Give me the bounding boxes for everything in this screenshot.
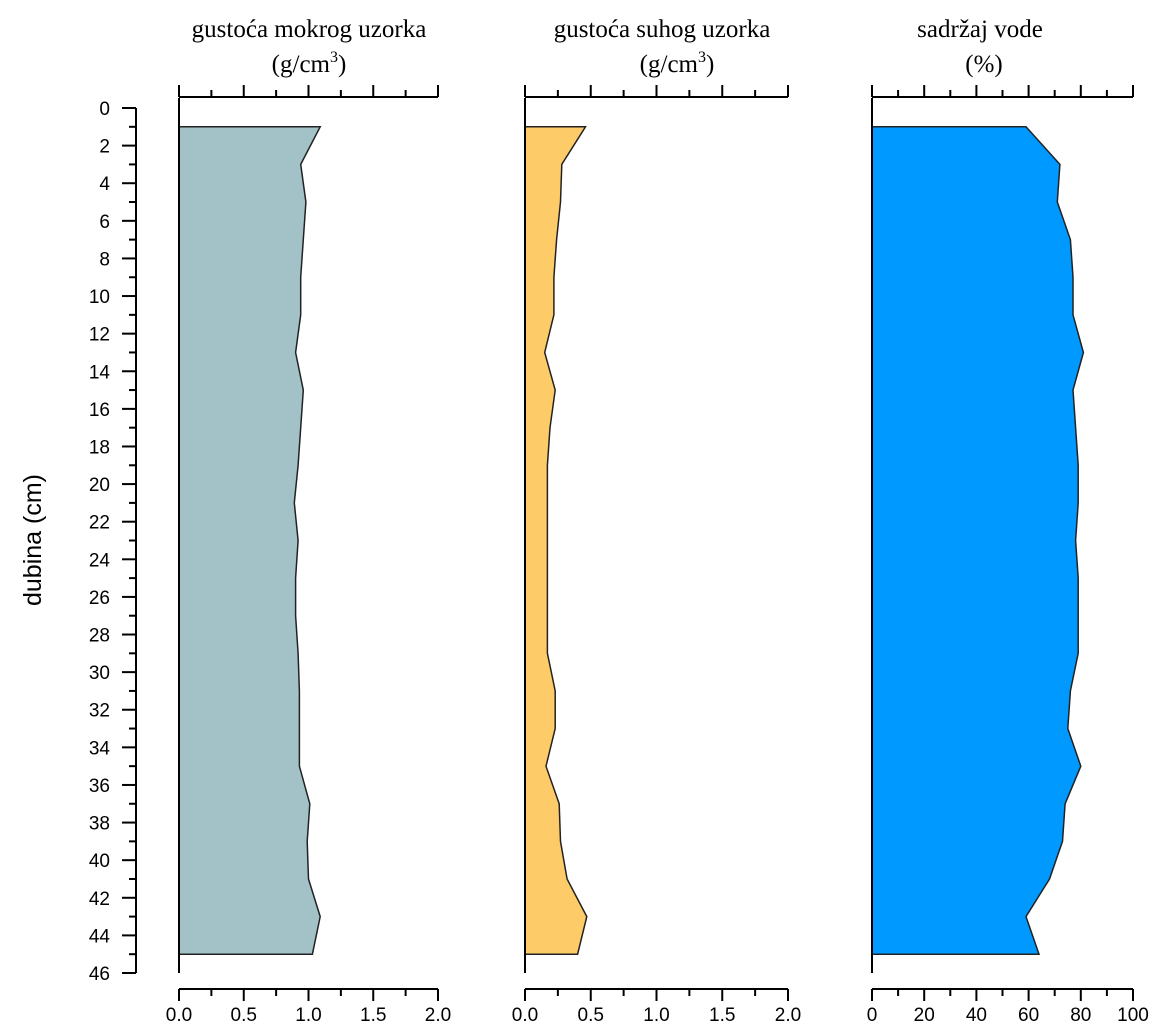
y-tick-label: 28 — [89, 626, 110, 647]
y-tick-label: 44 — [89, 926, 111, 947]
y-tick-label: 36 — [89, 776, 110, 797]
y-tick-label: 10 — [89, 287, 110, 308]
y-tick-label: 46 — [89, 964, 110, 985]
panel-title-line1: sadržaj vode — [917, 16, 1043, 43]
x-tick-label: 0.5 — [231, 1005, 257, 1026]
x-tick-label: 0 — [867, 1005, 878, 1026]
x-tick-label: 60 — [1018, 1005, 1039, 1026]
x-tick-label: 2.0 — [775, 1005, 801, 1026]
panel-title-line2: (g/cm3) — [640, 49, 715, 78]
depth-axis: 0246810121416182022242628303234363840424… — [89, 99, 137, 985]
y-tick-label: 30 — [89, 663, 110, 684]
panel-title-line2: (%) — [965, 51, 1002, 78]
y-tick-label: 4 — [99, 174, 110, 195]
y-tick-label: 24 — [89, 550, 111, 571]
y-tick-label: 14 — [89, 362, 111, 383]
y-tick-label: 2 — [99, 137, 110, 158]
x-tick-label: 2.0 — [425, 1005, 451, 1026]
y-tick-label: 18 — [89, 437, 110, 458]
y-tick-label: 8 — [99, 249, 110, 270]
y-axis-label: dubina (cm) — [19, 474, 47, 606]
x-tick-label: 1.5 — [709, 1005, 735, 1026]
panel-title-line1: gustoća mokrog uzorka — [192, 16, 427, 43]
panel-water-content: sadržaj vode (%) 0 20 40 60 80 100 — [867, 16, 1149, 1026]
y-tick-label: 40 — [89, 851, 110, 872]
y-tick-label: 42 — [89, 889, 110, 910]
y-tick-label: 38 — [89, 814, 110, 835]
x-tick-label: 80 — [1070, 1005, 1091, 1026]
profile-area — [871, 126, 1085, 955]
y-tick-label: 34 — [89, 738, 111, 759]
y-tick-label: 0 — [99, 99, 110, 120]
panel-wet-density: gustoća mokrog uzorka (g/cm3) 0.0 0.5 1.0 1… — [166, 16, 451, 1026]
y-tick-label: 22 — [89, 513, 110, 534]
profile-area — [178, 126, 322, 955]
x-tick-label: 0.0 — [512, 1005, 538, 1026]
y-tick-label: 6 — [99, 212, 110, 233]
x-tick-label: 1.0 — [295, 1005, 321, 1026]
x-tick-label: 1.0 — [643, 1005, 669, 1026]
y-tick-label: 26 — [89, 588, 110, 609]
y-tick-label: 20 — [89, 475, 110, 496]
x-tick-label: 100 — [1117, 1005, 1149, 1026]
profile-area — [524, 126, 588, 955]
y-tick-label: 32 — [89, 701, 110, 722]
panel-dry-density: gustoća suhog uzorka (g/cm3) 0.0 0.5 1.0 1.… — [512, 16, 801, 1026]
x-tick-label: 20 — [914, 1005, 935, 1026]
x-tick-label: 0.5 — [578, 1005, 604, 1026]
x-tick-label: 40 — [966, 1005, 987, 1026]
y-tick-label: 12 — [89, 325, 110, 346]
y-tick-label: 16 — [89, 400, 110, 421]
panel-title-line1: gustoća suhog uzorka — [554, 16, 771, 43]
panel-title-line2: (g/cm3) — [272, 49, 347, 78]
x-tick-label: 1.5 — [360, 1005, 386, 1026]
x-tick-label: 0.0 — [166, 1005, 192, 1026]
